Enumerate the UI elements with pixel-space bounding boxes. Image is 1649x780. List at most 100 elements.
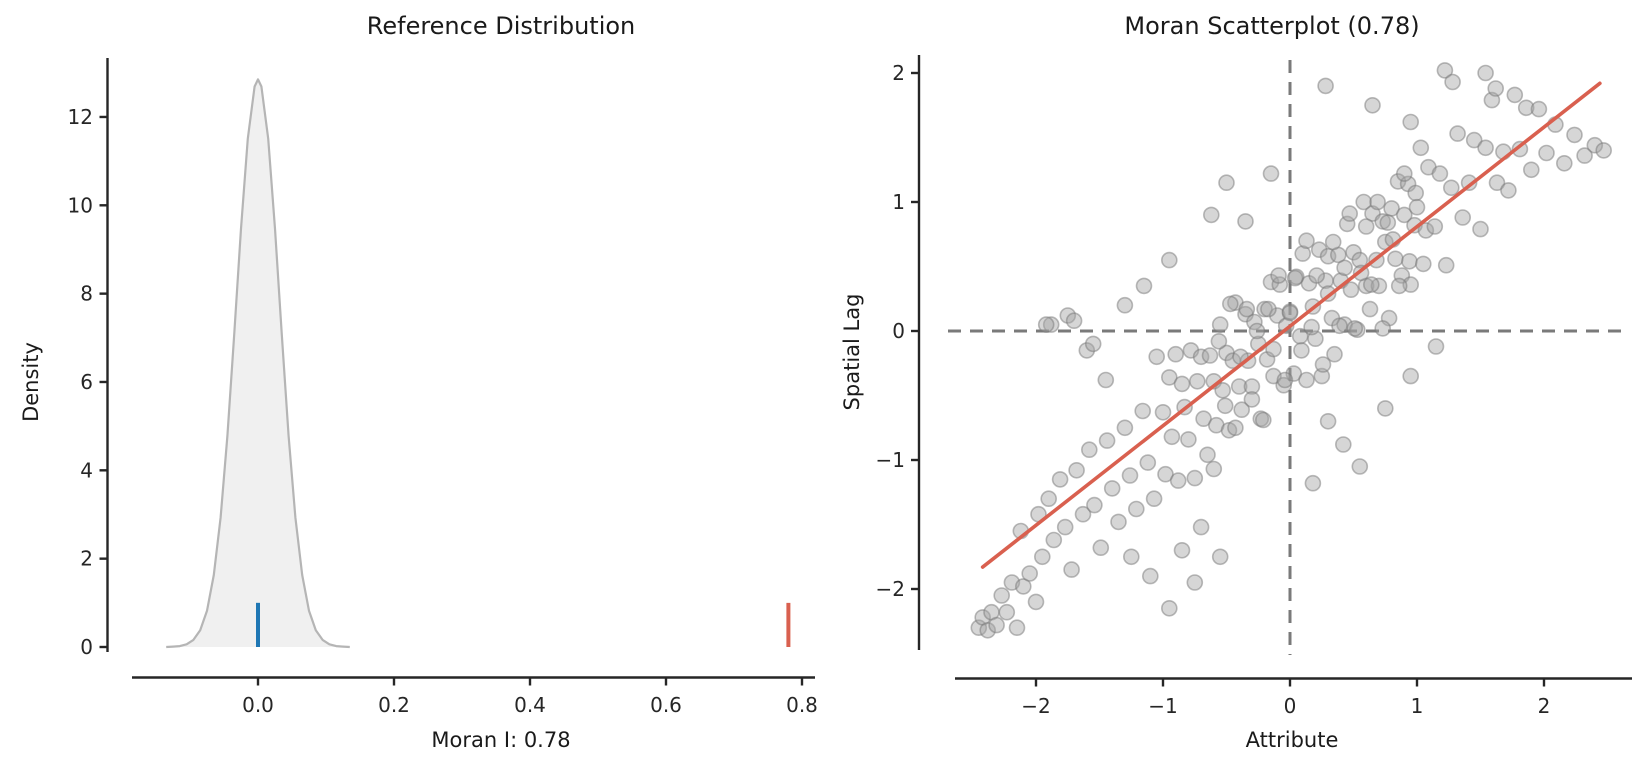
y-tick-label: −2	[876, 577, 905, 601]
scatter-point	[1103, 480, 1121, 497]
y-tick-label: 8	[80, 282, 93, 306]
scatter-point	[1021, 565, 1038, 582]
scatter-point	[1227, 419, 1244, 437]
scatter-point	[1260, 300, 1277, 318]
scatter-point	[1161, 599, 1178, 617]
scatter-point	[1265, 340, 1282, 358]
scatter-point	[1218, 174, 1235, 191]
scatter-point	[1145, 490, 1163, 508]
x-tick-label: 1	[1411, 694, 1424, 718]
scatter-point	[1556, 155, 1573, 172]
scatter-point	[1427, 338, 1445, 355]
scatter-point	[1443, 179, 1460, 197]
scatter-point	[1595, 142, 1612, 159]
scatter-point	[1123, 548, 1140, 566]
scatter-point	[1065, 312, 1083, 330]
scatter-point	[1243, 378, 1261, 395]
y-tick-label: 0	[80, 635, 93, 659]
x-tick-label: 0.4	[514, 693, 546, 717]
scatter-point	[1488, 174, 1506, 191]
scatter-point	[1173, 375, 1191, 393]
scatter-point	[1408, 198, 1426, 216]
left-y-axis-label: Density	[19, 342, 43, 422]
scatter-point	[1216, 397, 1234, 415]
scatter-point	[1167, 345, 1184, 363]
scatter-point	[1304, 474, 1322, 492]
scatter-point	[1357, 218, 1375, 235]
scatter-point	[1363, 276, 1380, 293]
scatter-point	[1211, 548, 1229, 566]
scatter-point	[1148, 348, 1165, 366]
scatter-point	[1163, 428, 1181, 446]
y-tick-label: 2	[80, 547, 93, 571]
scatter-point	[1477, 139, 1494, 157]
scatter-point	[1487, 80, 1504, 97]
scatter-point	[1374, 320, 1391, 337]
scatter-point	[1517, 99, 1535, 117]
scatter-point	[1331, 317, 1348, 335]
scatter-point	[1437, 256, 1455, 274]
scatter-point	[1237, 213, 1254, 230]
scatter-point	[1081, 441, 1098, 459]
scatter-point	[1211, 316, 1229, 333]
scatter-point	[1186, 574, 1204, 591]
scatter-point	[1310, 241, 1328, 258]
scatter-point	[1014, 578, 1032, 595]
scatter-point	[1396, 206, 1413, 224]
scatter-point	[1027, 593, 1045, 611]
scatter-point	[1407, 184, 1424, 202]
scatter-point	[1169, 472, 1187, 489]
scatter-point	[1379, 214, 1397, 231]
scatter-point	[1116, 419, 1134, 437]
scatter-point	[1045, 531, 1063, 549]
scatter-point	[1074, 505, 1092, 523]
scatter-point	[1364, 97, 1381, 114]
y-tick-label: 6	[80, 370, 93, 394]
scatter-point	[1396, 165, 1413, 182]
x-tick-label: 0.2	[378, 693, 410, 717]
scatter-point	[1460, 174, 1478, 191]
scatter-point	[1084, 335, 1102, 353]
scatter-point	[1346, 320, 1364, 337]
scatter-point	[1201, 347, 1219, 364]
scatter-point	[1186, 469, 1204, 487]
y-tick-label: 10	[68, 193, 93, 217]
scatter-point	[1203, 206, 1220, 224]
scatter-point	[1195, 410, 1212, 428]
scatter-point	[1281, 304, 1299, 322]
scatter-point	[1189, 372, 1206, 390]
right-plot-title: Moran Scatterplot (0.78)	[1124, 12, 1420, 40]
scatter-point	[998, 603, 1016, 621]
scatter-point	[1276, 371, 1294, 389]
scatter-point	[1576, 147, 1593, 164]
scatter-point	[1298, 232, 1315, 249]
scatter-point	[1586, 136, 1604, 154]
fit-line	[980, 81, 1602, 569]
scatter-point	[1098, 432, 1116, 449]
scatter-point	[1336, 259, 1353, 277]
scatter-point	[1472, 220, 1489, 238]
scatter-point	[1477, 64, 1494, 82]
scatter-point	[1444, 73, 1461, 91]
scatter-point	[988, 616, 1005, 634]
left-x-axis-label: Moran I: 0.78	[431, 728, 571, 752]
x-tick-label: 2	[1538, 694, 1551, 718]
scatter-point	[1116, 296, 1134, 314]
scatter-point	[1387, 250, 1404, 268]
scatter-point	[1097, 371, 1115, 389]
right-x-axis-label: Attribute	[1245, 728, 1339, 752]
scatter-point	[1214, 381, 1231, 399]
x-tick-label: 0	[1284, 694, 1297, 718]
scatter-point	[1233, 401, 1250, 419]
scatter-point	[1361, 300, 1379, 318]
left-plot-title: Reference Distribution	[366, 12, 636, 40]
scatter-point	[1139, 454, 1157, 471]
scatter-point	[1436, 62, 1454, 79]
scatter-point	[1369, 193, 1386, 211]
y-tick-label: 1	[892, 190, 905, 214]
scatter-point	[993, 587, 1011, 604]
x-tick-label: 0.6	[650, 693, 682, 717]
scatter-point	[1377, 400, 1394, 417]
